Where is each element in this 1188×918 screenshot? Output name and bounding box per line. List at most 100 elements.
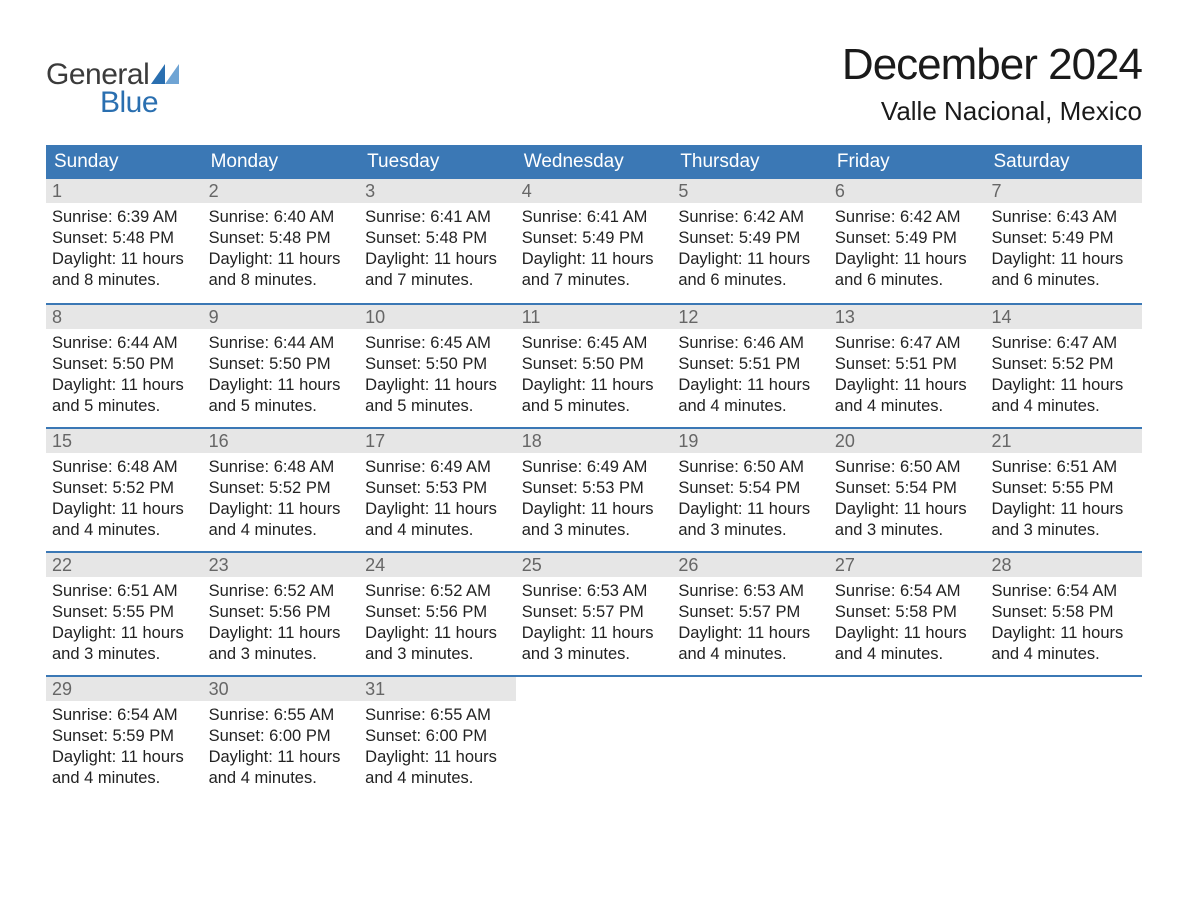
detail-line: and 4 minutes. (209, 520, 354, 541)
day-cell: 17Sunrise: 6:49 AMSunset: 5:53 PMDayligh… (359, 429, 516, 551)
day-number: 6 (829, 179, 986, 203)
day-number: 3 (359, 179, 516, 203)
detail-line: Sunrise: 6:51 AM (991, 457, 1136, 478)
detail-line: and 3 minutes. (365, 644, 510, 665)
day-details: Sunrise: 6:44 AMSunset: 5:50 PMDaylight:… (46, 329, 203, 423)
detail-line: and 7 minutes. (522, 270, 667, 291)
day-details: Sunrise: 6:49 AMSunset: 5:53 PMDaylight:… (516, 453, 673, 547)
detail-line: and 3 minutes. (991, 520, 1136, 541)
detail-line: and 8 minutes. (52, 270, 197, 291)
detail-line: and 4 minutes. (678, 396, 823, 417)
day-number: 26 (672, 553, 829, 577)
day-number: 15 (46, 429, 203, 453)
detail-line: and 4 minutes. (209, 768, 354, 789)
day-details: Sunrise: 6:47 AMSunset: 5:52 PMDaylight:… (985, 329, 1142, 423)
detail-line: and 4 minutes. (835, 644, 980, 665)
day-number: 12 (672, 305, 829, 329)
detail-line: Sunrise: 6:53 AM (522, 581, 667, 602)
detail-line: and 3 minutes. (678, 520, 823, 541)
logo-triangle-icon (151, 64, 179, 84)
day-cell: 29Sunrise: 6:54 AMSunset: 5:59 PMDayligh… (46, 677, 203, 799)
day-number: 18 (516, 429, 673, 453)
day-details: Sunrise: 6:48 AMSunset: 5:52 PMDaylight:… (203, 453, 360, 547)
day-details: Sunrise: 6:55 AMSunset: 6:00 PMDaylight:… (359, 701, 516, 795)
day-cell: 26Sunrise: 6:53 AMSunset: 5:57 PMDayligh… (672, 553, 829, 675)
detail-line: Sunrise: 6:54 AM (835, 581, 980, 602)
day-number: 2 (203, 179, 360, 203)
day-number: 24 (359, 553, 516, 577)
day-number: 4 (516, 179, 673, 203)
detail-line: Sunset: 5:55 PM (991, 478, 1136, 499)
detail-line: Sunrise: 6:55 AM (365, 705, 510, 726)
detail-line: Sunset: 5:51 PM (678, 354, 823, 375)
day-cell: 5Sunrise: 6:42 AMSunset: 5:49 PMDaylight… (672, 179, 829, 303)
detail-line: Sunset: 5:56 PM (209, 602, 354, 623)
detail-line: Daylight: 11 hours (522, 375, 667, 396)
day-cell: 30Sunrise: 6:55 AMSunset: 6:00 PMDayligh… (203, 677, 360, 799)
detail-line: Sunset: 5:57 PM (678, 602, 823, 623)
location-subtitle: Valle Nacional, Mexico (842, 96, 1142, 127)
detail-line: Daylight: 11 hours (365, 375, 510, 396)
header: General Blue December 2024 Valle Naciona… (46, 40, 1142, 127)
detail-line: Sunrise: 6:48 AM (52, 457, 197, 478)
detail-line: Daylight: 11 hours (991, 249, 1136, 270)
detail-line: and 4 minutes. (365, 520, 510, 541)
detail-line: Sunrise: 6:47 AM (991, 333, 1136, 354)
detail-line: Daylight: 11 hours (522, 499, 667, 520)
day-number: 14 (985, 305, 1142, 329)
logo-blue-text: Blue (100, 86, 158, 120)
detail-line: Daylight: 11 hours (209, 747, 354, 768)
detail-line: Daylight: 11 hours (52, 499, 197, 520)
detail-line: Sunrise: 6:39 AM (52, 207, 197, 228)
day-cell (672, 677, 829, 799)
day-number: 5 (672, 179, 829, 203)
detail-line: Sunset: 5:48 PM (209, 228, 354, 249)
day-cell: 14Sunrise: 6:47 AMSunset: 5:52 PMDayligh… (985, 305, 1142, 427)
day-header: Thursday (672, 145, 829, 179)
detail-line: Sunset: 5:53 PM (365, 478, 510, 499)
week-row: 1Sunrise: 6:39 AMSunset: 5:48 PMDaylight… (46, 179, 1142, 303)
day-cell: 20Sunrise: 6:50 AMSunset: 5:54 PMDayligh… (829, 429, 986, 551)
detail-line: Sunset: 5:59 PM (52, 726, 197, 747)
detail-line: Daylight: 11 hours (52, 249, 197, 270)
detail-line: Daylight: 11 hours (365, 623, 510, 644)
detail-line: and 5 minutes. (209, 396, 354, 417)
day-details: Sunrise: 6:50 AMSunset: 5:54 PMDaylight:… (829, 453, 986, 547)
detail-line: and 4 minutes. (835, 396, 980, 417)
day-cell: 31Sunrise: 6:55 AMSunset: 6:00 PMDayligh… (359, 677, 516, 799)
day-cell (829, 677, 986, 799)
detail-line: Daylight: 11 hours (522, 249, 667, 270)
detail-line: Sunset: 6:00 PM (209, 726, 354, 747)
day-details: Sunrise: 6:44 AMSunset: 5:50 PMDaylight:… (203, 329, 360, 423)
detail-line: Sunrise: 6:45 AM (522, 333, 667, 354)
day-details: Sunrise: 6:54 AMSunset: 5:58 PMDaylight:… (985, 577, 1142, 671)
day-number: 25 (516, 553, 673, 577)
detail-line: Sunset: 5:50 PM (522, 354, 667, 375)
day-number: 20 (829, 429, 986, 453)
day-cell: 28Sunrise: 6:54 AMSunset: 5:58 PMDayligh… (985, 553, 1142, 675)
detail-line: Sunrise: 6:41 AM (522, 207, 667, 228)
day-cell: 11Sunrise: 6:45 AMSunset: 5:50 PMDayligh… (516, 305, 673, 427)
detail-line: Sunset: 5:49 PM (678, 228, 823, 249)
day-header: Friday (829, 145, 986, 179)
day-details: Sunrise: 6:45 AMSunset: 5:50 PMDaylight:… (516, 329, 673, 423)
detail-line: Sunset: 5:50 PM (52, 354, 197, 375)
detail-line: and 8 minutes. (209, 270, 354, 291)
detail-line: Daylight: 11 hours (522, 623, 667, 644)
day-details: Sunrise: 6:55 AMSunset: 6:00 PMDaylight:… (203, 701, 360, 795)
day-number: 21 (985, 429, 1142, 453)
day-cell: 9Sunrise: 6:44 AMSunset: 5:50 PMDaylight… (203, 305, 360, 427)
detail-line: Sunset: 5:53 PM (522, 478, 667, 499)
day-header: Monday (203, 145, 360, 179)
day-number: 29 (46, 677, 203, 701)
detail-line: Sunset: 5:56 PM (365, 602, 510, 623)
day-details: Sunrise: 6:49 AMSunset: 5:53 PMDaylight:… (359, 453, 516, 547)
detail-line: Sunset: 5:48 PM (52, 228, 197, 249)
day-details: Sunrise: 6:40 AMSunset: 5:48 PMDaylight:… (203, 203, 360, 297)
calendar: Sunday Monday Tuesday Wednesday Thursday… (46, 145, 1142, 799)
detail-line: and 3 minutes. (52, 644, 197, 665)
day-details: Sunrise: 6:46 AMSunset: 5:51 PMDaylight:… (672, 329, 829, 423)
day-cell: 12Sunrise: 6:46 AMSunset: 5:51 PMDayligh… (672, 305, 829, 427)
detail-line: Daylight: 11 hours (365, 747, 510, 768)
detail-line: and 4 minutes. (365, 768, 510, 789)
